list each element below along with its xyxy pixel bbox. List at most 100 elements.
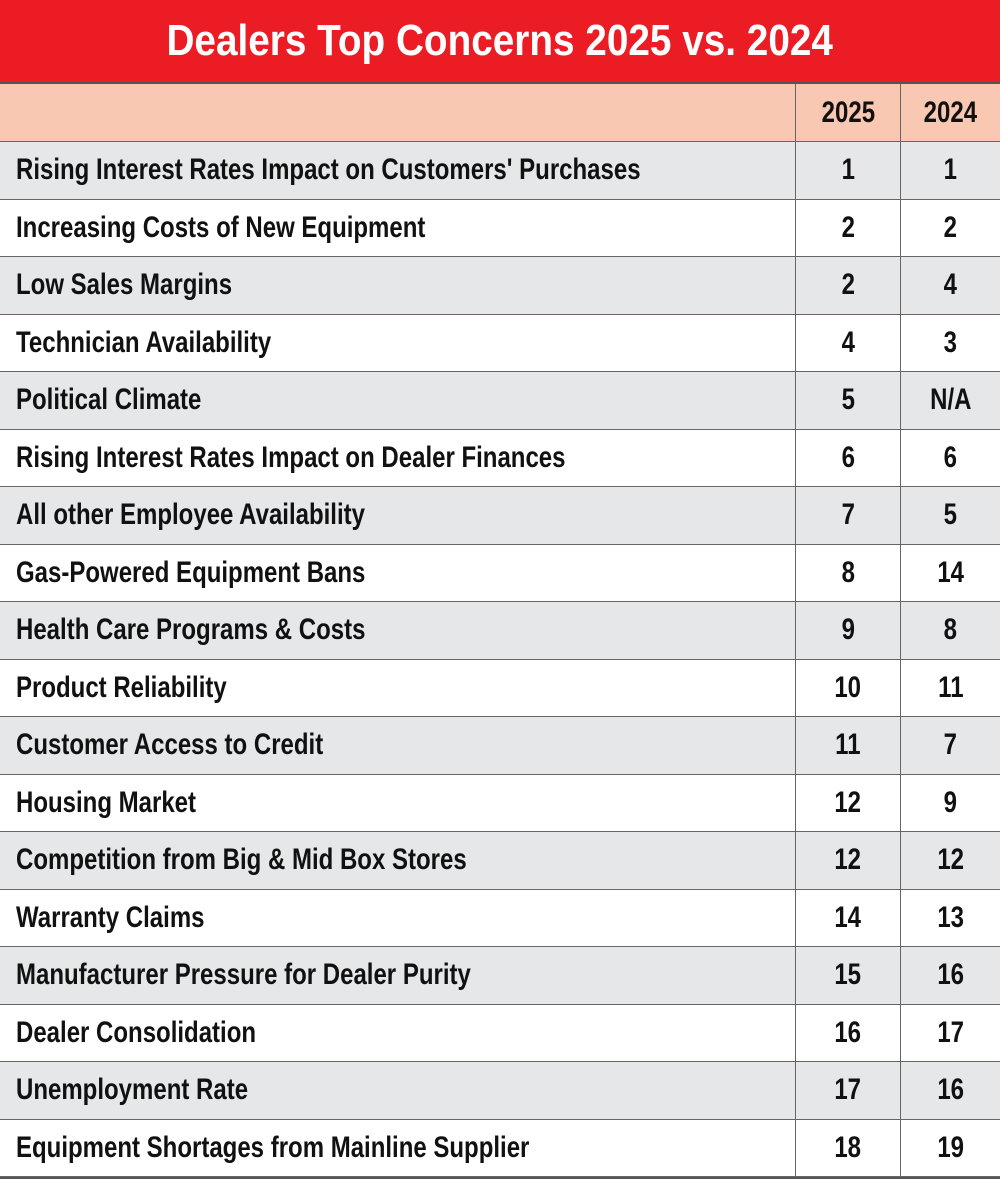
rank-cell: 8 [795,544,900,602]
rank-cell: 5 [900,487,1000,545]
concern-label: Manufacturer Pressure for Dealer Purity [16,958,471,992]
rank: N/A [929,383,972,417]
concern-label: Customer Access to Credit [16,728,324,762]
rank: 6 [841,440,855,474]
rank: 16 [834,1015,862,1049]
concern-label-cell: All other Employee Availability [0,487,795,545]
rank-cell: 16 [900,947,1000,1005]
concern-label: Dealer Consolidation [16,1015,257,1049]
rank-cell: N/A [900,372,1000,430]
concern-label-cell: Rising Interest Rates Impact on Dealer F… [0,430,795,487]
rank: 5 [943,498,958,532]
rank-cell: 10 [795,659,900,717]
rank: 15 [834,958,862,992]
column-header-cell: 2025 [795,84,900,142]
rank: 4 [943,268,958,302]
concern-label-cell: Technician Availability [0,315,795,372]
rank-cell: 19 [900,1119,1000,1177]
table: 2025 2024 Rising Interest Rates Impact on … [0,82,1000,1179]
rank-cell: 7 [795,487,900,545]
rank-cell: 2 [795,199,900,257]
concern-label-cell: Housing Market [0,775,795,832]
rank: 8 [943,613,958,647]
concern-label: Competition from Big & Mid Box Stores [16,843,467,877]
concern-label: Rising Interest Rates Impact on Dealer F… [16,440,566,474]
rank: 12 [937,843,964,877]
rank: 11 [835,728,861,762]
rank: 7 [943,728,958,762]
rank-cell: 16 [900,1062,1000,1120]
title-bar: Dealers Top Concerns 2025 vs. 2024 [0,0,1000,82]
rank: 12 [834,843,862,877]
concern-label-cell: Customer Access to Credit [0,717,795,775]
concern-label: Increasing Costs of New Equipment [16,210,426,244]
rank: 7 [841,498,855,532]
rank-cell: 15 [795,947,900,1005]
rank-cell: 12 [795,774,900,832]
concern-label-cell: Equipment Shortages from Mainline Suppli… [0,1120,795,1177]
rank: 18 [834,1130,862,1164]
rank-cell: 17 [795,1062,900,1120]
concern-label-cell: Gas-Powered Equipment Bans [0,545,795,602]
rank-cell: 9 [900,774,1000,832]
rank-cell: 12 [795,832,900,890]
rank: 19 [937,1130,964,1164]
rank: 14 [834,900,862,934]
concern-label: All other Employee Availability [16,498,365,532]
rank-cell: 1 [900,142,1000,200]
concern-label-cell: Dealer Consolidation [0,1005,795,1062]
column-header: 2024 [923,95,978,129]
rank-cell: 2 [900,199,1000,257]
rank: 9 [841,613,855,647]
column-header: 2025 [821,95,875,129]
rank-cell: 11 [900,659,1000,717]
rank-cell: 14 [900,544,1000,602]
concern-label: Low Sales Margins [16,268,233,302]
title: Dealers Top Concerns 2025 vs. 2024 [166,16,834,65]
concern-label-cell: Health Care Programs & Costs [0,602,795,660]
rank: 1 [943,153,958,187]
rank-cell: 18 [795,1119,900,1177]
rank: 5 [841,383,855,417]
rank: 1 [841,153,855,187]
header-blank-cell [0,84,795,142]
rank: 17 [937,1015,964,1049]
column-header-cell: 2024 [900,84,1000,142]
rank: 11 [937,670,964,704]
rank: 6 [943,440,958,474]
rank-cell: 9 [795,602,900,660]
rank-cell: 17 [900,1004,1000,1062]
rank: 12 [834,785,862,819]
concern-label-cell: Low Sales Margins [0,257,795,315]
concern-label: Health Care Programs & Costs [16,613,366,647]
concern-label-cell: Warranty Claims [0,890,795,947]
concern-label-cell: Competition from Big & Mid Box Stores [0,832,795,890]
rank-cell: 4 [795,314,900,372]
rank-cell: 8 [900,602,1000,660]
concern-label-cell: Increasing Costs of New Equipment [0,200,795,257]
concern-label-cell: Unemployment Rate [0,1062,795,1120]
concern-label: Housing Market [16,785,197,819]
rank-cell: 4 [900,257,1000,315]
rank: 8 [841,555,855,589]
rank: 3 [943,325,958,359]
rank: 13 [937,900,964,934]
rank: 2 [841,268,855,302]
rank-cell: 1 [795,142,900,200]
rank-cell: 11 [795,717,900,775]
rank-cell: 16 [795,1004,900,1062]
concern-label: Political Climate [16,383,202,417]
concern-label-cell: Rising Interest Rates Impact on Customer… [0,142,795,200]
rank-cell: 7 [900,717,1000,775]
concern-label: Technician Availability [16,325,272,359]
rank-cell: 13 [900,889,1000,947]
rank-cell: 6 [900,429,1000,487]
rank: 4 [841,325,855,359]
rank-cell: 14 [795,889,900,947]
concern-label: Warranty Claims [16,900,205,934]
concern-label: Unemployment Rate [16,1073,249,1107]
rank-cell: 2 [795,257,900,315]
rank-cell: 5 [795,372,900,430]
rank: 17 [834,1073,862,1107]
